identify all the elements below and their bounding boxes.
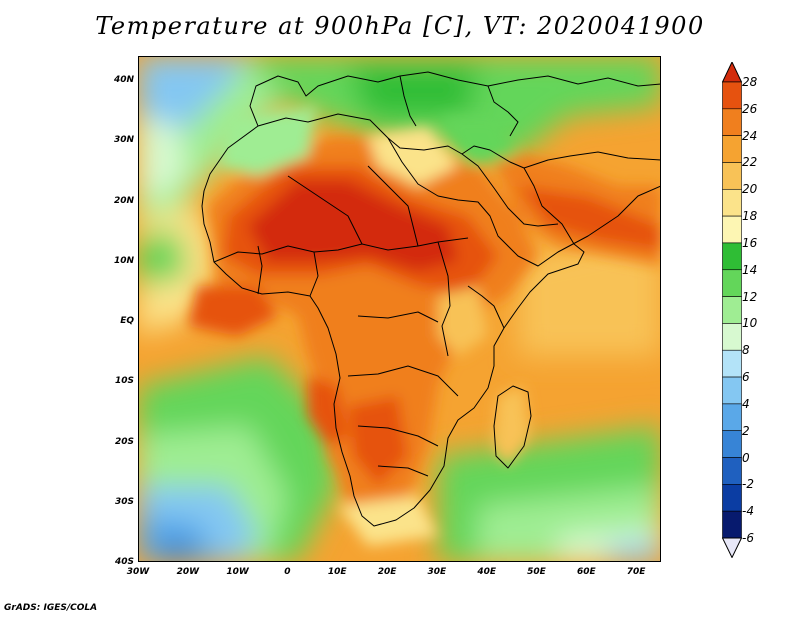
colorbar-label: 28 <box>742 75 758 89</box>
colorbar-label: 6 <box>742 370 750 385</box>
colorbar-label: 12 <box>742 289 758 304</box>
colorbar-swatch <box>722 108 742 136</box>
lat-tick-label: 10N <box>113 255 134 266</box>
colorbar-swatch <box>722 510 742 539</box>
lat-tick-label: 10S <box>114 376 134 387</box>
colorbar-swatch <box>722 135 742 163</box>
lat-tick-label: 40N <box>113 75 134 86</box>
colorbar-min-arrow <box>722 537 742 558</box>
colorbar-swatch <box>722 81 742 110</box>
colorbar-swatch <box>722 242 742 271</box>
lat-tick-label: 20S <box>114 436 134 447</box>
colorbar-swatch <box>722 188 742 217</box>
grads-credit: GrADS: IGES/COLA <box>4 603 98 613</box>
colorbar <box>722 62 742 558</box>
colorbar-label: 22 <box>742 155 758 170</box>
colorbar-swatch <box>722 269 742 297</box>
colorbar-swatch <box>722 403 742 432</box>
colorbar-label: -4 <box>742 504 754 519</box>
colorbar-label: 0 <box>742 450 750 465</box>
colorbar-swatch <box>722 162 742 190</box>
colorbar-label: -6 <box>742 531 754 545</box>
lon-tick-label: 40E <box>477 567 496 577</box>
colorbar-label: 2 <box>742 423 750 438</box>
colorbar-swatch <box>722 323 742 351</box>
lat-tick-label: 20N <box>113 195 134 206</box>
lon-tick-label: 50E <box>527 567 546 577</box>
colorbar-swatch <box>722 430 742 458</box>
lon-tick-label: 60E <box>576 567 596 577</box>
map-canvas <box>138 56 661 562</box>
lat-tick-label: 30S <box>114 496 134 507</box>
lon-tick-label: 10E <box>327 567 347 577</box>
lon-tick-label: 20W <box>176 567 200 577</box>
lon-tick-label: 30E <box>427 567 447 577</box>
lat-tick-label: 30N <box>113 135 134 146</box>
colorbar-max-arrow <box>722 62 742 83</box>
colorbar-label: 26 <box>742 101 758 116</box>
lon-tick-label: 10W <box>226 567 249 577</box>
lon-tick-label: 70E <box>626 567 646 577</box>
colorbar-label: 4 <box>742 396 750 411</box>
coastlines <box>201 71 661 527</box>
colorbar-label: 18 <box>742 209 758 224</box>
colorbar-swatch <box>722 215 742 244</box>
colorbar-swatch <box>722 376 742 405</box>
colorbar-swatch <box>722 296 742 324</box>
colorbar-swatch <box>722 349 742 378</box>
lat-tick-label: 40S <box>114 557 134 567</box>
colorbar-label: 24 <box>742 128 758 143</box>
colorbar-swatch <box>722 457 742 485</box>
temperature-map <box>138 56 661 562</box>
lon-tick-label: 20E <box>377 567 397 577</box>
colorbar-label: 20 <box>742 182 758 197</box>
map-title: Temperature at 900hPa [C], VT: 202004190… <box>95 12 705 40</box>
colorbar-label: 14 <box>742 262 758 277</box>
colorbar-label: -2 <box>742 477 754 492</box>
map-frame <box>138 56 661 562</box>
lon-tick-label: 30W <box>126 567 150 577</box>
lon-tick-label: 0 <box>284 567 291 577</box>
lat-tick-label: EQ <box>120 316 134 327</box>
colorbar-swatch <box>722 484 742 512</box>
colorbar-label: 16 <box>742 235 758 250</box>
colorbar-label: 10 <box>742 316 758 331</box>
colorbar-label: 8 <box>742 343 750 358</box>
